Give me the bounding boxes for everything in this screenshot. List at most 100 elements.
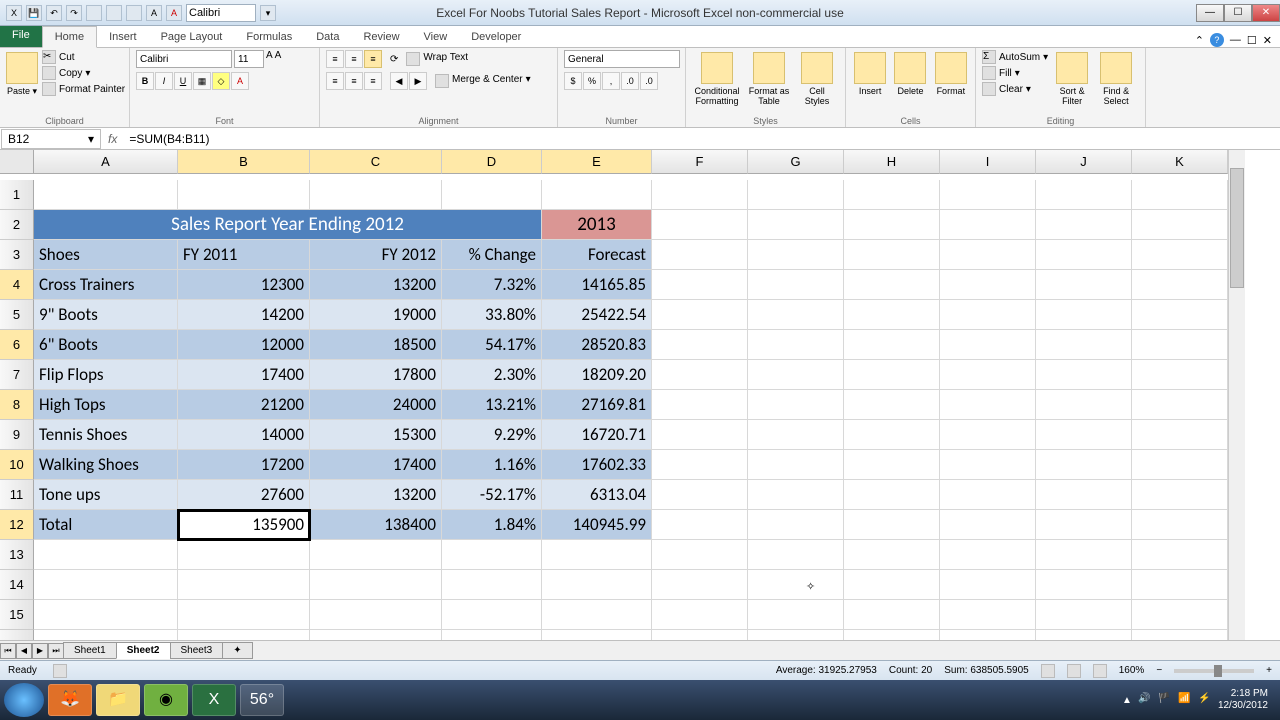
cell[interactable]: 27169.81 xyxy=(542,390,652,420)
autosum-button[interactable]: ΣAutoSum ▾ xyxy=(982,50,1048,64)
cell[interactable] xyxy=(652,630,748,640)
cell[interactable] xyxy=(178,180,310,210)
cell[interactable] xyxy=(1036,210,1132,240)
vertical-scrollbar[interactable] xyxy=(1228,150,1245,640)
cell[interactable] xyxy=(310,540,442,570)
cell[interactable] xyxy=(442,570,542,600)
cell[interactable]: 2.30% xyxy=(442,360,542,390)
cell[interactable]: 15 xyxy=(0,600,34,630)
tab-review[interactable]: Review xyxy=(351,27,411,47)
cell[interactable]: 9" Boots xyxy=(34,300,178,330)
cell[interactable]: Tone ups xyxy=(34,480,178,510)
inc-decimal-icon[interactable]: .0 xyxy=(621,72,639,90)
explorer-icon[interactable]: 📁 xyxy=(96,684,140,716)
cell[interactable]: 10 xyxy=(0,450,34,480)
cell[interactable] xyxy=(940,300,1036,330)
tray-icon[interactable]: 🔊 xyxy=(1138,693,1152,707)
cell[interactable] xyxy=(310,570,442,600)
workbook-min-icon[interactable]: — xyxy=(1230,34,1241,46)
cell[interactable]: 13200 xyxy=(310,270,442,300)
insert-cells-button[interactable]: Insert xyxy=(852,50,888,112)
dec-indent-icon[interactable]: ◀ xyxy=(390,72,408,90)
cell[interactable]: I xyxy=(940,150,1036,174)
cell[interactable]: 12000 xyxy=(178,330,310,360)
sheet-nav-prev-icon[interactable]: ◀ xyxy=(16,643,32,659)
cell[interactable]: 24000 xyxy=(310,390,442,420)
cell[interactable]: 9 xyxy=(0,420,34,450)
cell[interactable] xyxy=(178,570,310,600)
cell[interactable] xyxy=(748,570,844,600)
cell[interactable]: E xyxy=(542,150,652,174)
cell[interactable]: 54.17% xyxy=(442,330,542,360)
tab-page-layout[interactable]: Page Layout xyxy=(149,27,235,47)
cell[interactable]: 138400 xyxy=(310,510,442,540)
cell[interactable]: 17200 xyxy=(178,450,310,480)
sheet-tab[interactable]: Sheet2 xyxy=(116,642,171,659)
cell[interactable]: B xyxy=(178,150,310,174)
cell[interactable]: 8 xyxy=(0,390,34,420)
zoom-level[interactable]: 160% xyxy=(1119,665,1145,676)
cell[interactable] xyxy=(1132,510,1228,540)
cell[interactable] xyxy=(310,630,442,640)
align-mid-icon[interactable]: ≡ xyxy=(345,50,363,68)
wrap-text-button[interactable]: Wrap Text xyxy=(406,52,468,66)
cell[interactable] xyxy=(940,360,1036,390)
cell[interactable] xyxy=(1036,570,1132,600)
dec-decimal-icon[interactable]: .0 xyxy=(640,72,658,90)
cell[interactable]: 2 xyxy=(0,210,34,240)
cell[interactable]: 14165.85 xyxy=(542,270,652,300)
cell[interactable] xyxy=(748,330,844,360)
excel-taskbar-icon[interactable]: X xyxy=(192,684,236,716)
cell[interactable] xyxy=(1036,330,1132,360)
tray-icon[interactable]: 🏴 xyxy=(1158,693,1172,707)
cell[interactable]: Total xyxy=(34,510,178,540)
cell[interactable] xyxy=(652,600,748,630)
cell[interactable] xyxy=(940,480,1036,510)
cell[interactable] xyxy=(748,240,844,270)
format-cells-button[interactable]: Format xyxy=(933,50,969,112)
cell[interactable]: 5 xyxy=(0,300,34,330)
cell[interactable]: 13200 xyxy=(310,480,442,510)
format-table-button[interactable]: Format as Table xyxy=(746,50,792,112)
align-top-icon[interactable]: ≡ xyxy=(326,50,344,68)
cell[interactable] xyxy=(1132,480,1228,510)
cell[interactable] xyxy=(652,450,748,480)
cell[interactable]: G xyxy=(748,150,844,174)
cell[interactable]: H xyxy=(844,150,940,174)
cell[interactable] xyxy=(844,420,940,450)
cell[interactable] xyxy=(652,180,748,210)
cell[interactable]: 16 xyxy=(0,630,34,640)
cell[interactable]: 7 xyxy=(0,360,34,390)
cell[interactable] xyxy=(844,330,940,360)
cell[interactable] xyxy=(652,540,748,570)
cell[interactable] xyxy=(844,210,940,240)
font-name-combo[interactable] xyxy=(136,50,232,68)
number-format-combo[interactable] xyxy=(564,50,680,68)
cell[interactable]: K xyxy=(1132,150,1228,174)
qat-dropdown-icon[interactable]: ▾ xyxy=(260,5,276,21)
save-icon[interactable]: 💾 xyxy=(26,5,42,21)
cell[interactable] xyxy=(652,360,748,390)
cell[interactable] xyxy=(748,600,844,630)
cell[interactable] xyxy=(940,240,1036,270)
cell[interactable] xyxy=(1036,180,1132,210)
undo-icon[interactable]: ↶ xyxy=(46,5,62,21)
cell[interactable]: Walking Shoes xyxy=(34,450,178,480)
worksheet-grid[interactable]: ABCDEFGHIJK12Sales Report Year Ending 20… xyxy=(0,150,1280,640)
cell[interactable] xyxy=(940,420,1036,450)
cell[interactable] xyxy=(1036,420,1132,450)
cell[interactable] xyxy=(940,270,1036,300)
merge-center-button[interactable]: Merge & Center ▾ xyxy=(435,74,531,88)
cell[interactable] xyxy=(748,630,844,640)
cell[interactable] xyxy=(844,450,940,480)
format-painter-button[interactable]: Format Painter xyxy=(42,82,125,96)
cell[interactable]: 17400 xyxy=(178,360,310,390)
cell[interactable]: 25422.54 xyxy=(542,300,652,330)
bold-button[interactable]: B xyxy=(136,72,154,90)
cell[interactable] xyxy=(748,300,844,330)
qat-btn[interactable]: A xyxy=(146,5,162,21)
cell[interactable] xyxy=(652,300,748,330)
maximize-button[interactable]: ☐ xyxy=(1224,4,1252,22)
cell[interactable] xyxy=(940,450,1036,480)
cell[interactable]: 13 xyxy=(0,540,34,570)
